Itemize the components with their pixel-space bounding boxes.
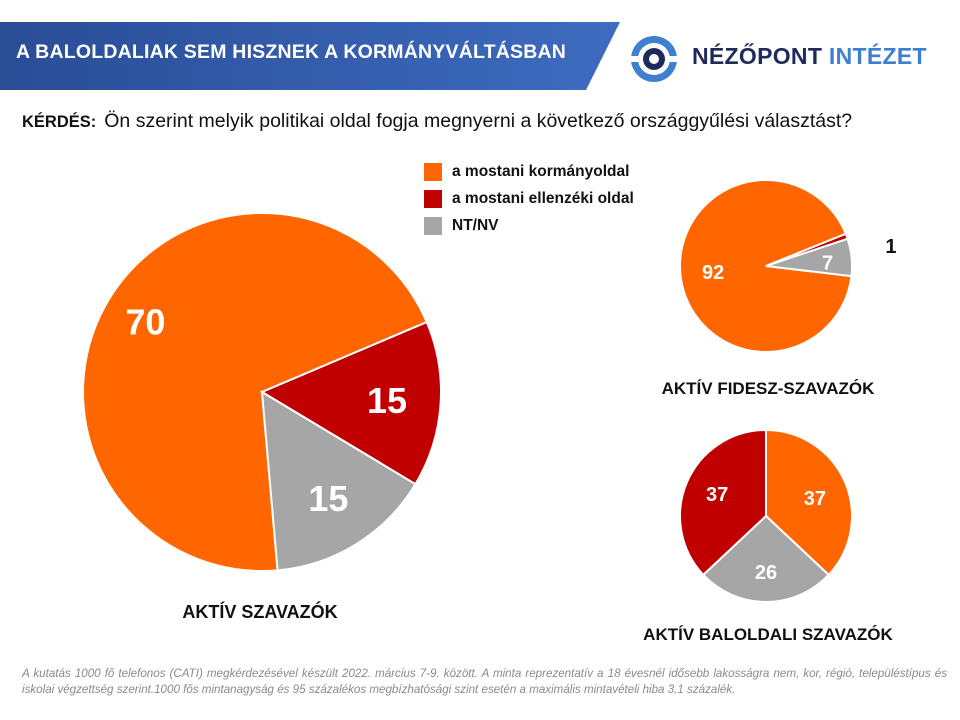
pie-data-label: 1 — [885, 236, 896, 258]
legend: a mostani kormányoldal a mostani ellenzé… — [424, 158, 634, 239]
pie-data-label: 37 — [706, 484, 728, 506]
logo-text-dark: NÉZŐPONT — [692, 43, 823, 69]
legend-item: a mostani kormányoldal — [424, 158, 634, 185]
pie-slice-kormanyoldal — [679, 179, 853, 353]
legend-item: a mostani ellenzéki oldal — [424, 185, 634, 212]
question: KÉRDÉS: Ön szerint melyik politikai oldal… — [22, 110, 852, 133]
title-banner — [0, 22, 620, 90]
question-label: KÉRDÉS: — [22, 113, 97, 131]
legend-swatch — [424, 216, 442, 235]
footnote: A kutatás 1000 fő telefonos (CATI) megké… — [22, 667, 947, 696]
legend-label: NT/NV — [452, 216, 499, 234]
pie-title-aktiv-szavazok: AKTÍV SZAVAZÓK — [182, 602, 338, 622]
pie-data-label: 92 — [702, 262, 724, 284]
pie-title-baloldali: AKTÍV BALOLDALI SZAVAZÓK — [643, 625, 893, 644]
logo-text-blue: INTÉZET — [828, 43, 927, 69]
pie-slice-ntnv — [260, 390, 417, 572]
pie-data-label: 70 — [125, 301, 165, 342]
logo-text: NÉZŐPONT INTÉZET — [692, 43, 927, 70]
pie-slice-ellenzeki — [679, 428, 767, 577]
pie-data-label: 15 — [308, 478, 348, 519]
legend-swatch — [424, 189, 442, 208]
pie-slice-ellenzeki — [259, 320, 442, 486]
legend-item: NT/NV — [424, 212, 634, 239]
pie-slice-kormanyoldal — [765, 428, 853, 577]
pie-title-fidesz: AKTÍV FIDESZ-SZAVAZÓK — [661, 379, 875, 398]
pie-data-label: 37 — [804, 488, 826, 510]
banner-shape — [0, 22, 620, 90]
banner-title: A BALOLDALIAK SEM HISZNEK A KORMÁNYVÁLTÁ… — [16, 41, 567, 63]
pie-slice-kormanyoldal — [82, 212, 429, 572]
legend-swatch — [424, 162, 442, 181]
pie-slice-ntnv — [701, 514, 831, 603]
pie-data-label: 15 — [367, 380, 407, 421]
legend-label: a mostani kormányoldal — [452, 162, 630, 180]
pie-data-label: 7 — [822, 253, 833, 275]
legend-label: a mostani ellenzéki oldal — [452, 189, 634, 207]
question-text: Ön szerint melyik politikai oldal fogja … — [104, 110, 853, 132]
pie-slice-ntnv — [765, 237, 853, 278]
pie-data-label: 26 — [755, 562, 777, 584]
logo-eye-icon — [629, 36, 679, 82]
